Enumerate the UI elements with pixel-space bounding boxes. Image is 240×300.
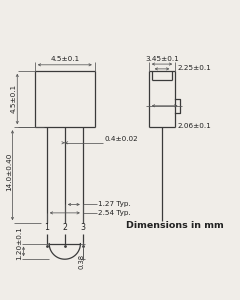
Text: Dimensions in mm: Dimensions in mm (126, 221, 224, 230)
Text: 3.45±0.1: 3.45±0.1 (145, 56, 179, 62)
Text: 4.5±0.1: 4.5±0.1 (10, 84, 16, 113)
Text: 4.5±0.1: 4.5±0.1 (50, 56, 79, 62)
Text: 3: 3 (80, 224, 85, 232)
Text: 1: 1 (44, 224, 49, 232)
Text: 2.06±0.1: 2.06±0.1 (178, 123, 211, 129)
Text: 2: 2 (62, 224, 67, 232)
Text: 2.25±0.1: 2.25±0.1 (178, 65, 211, 71)
Text: 1.27 Typ.: 1.27 Typ. (98, 201, 131, 207)
Text: 1.20±0.1: 1.20±0.1 (16, 227, 22, 260)
Text: 0.4±0.02: 0.4±0.02 (104, 136, 138, 142)
Text: 14.0±0.40: 14.0±0.40 (6, 152, 13, 191)
Text: 0.38: 0.38 (79, 254, 85, 269)
Text: 2.54 Typ.: 2.54 Typ. (98, 210, 131, 216)
